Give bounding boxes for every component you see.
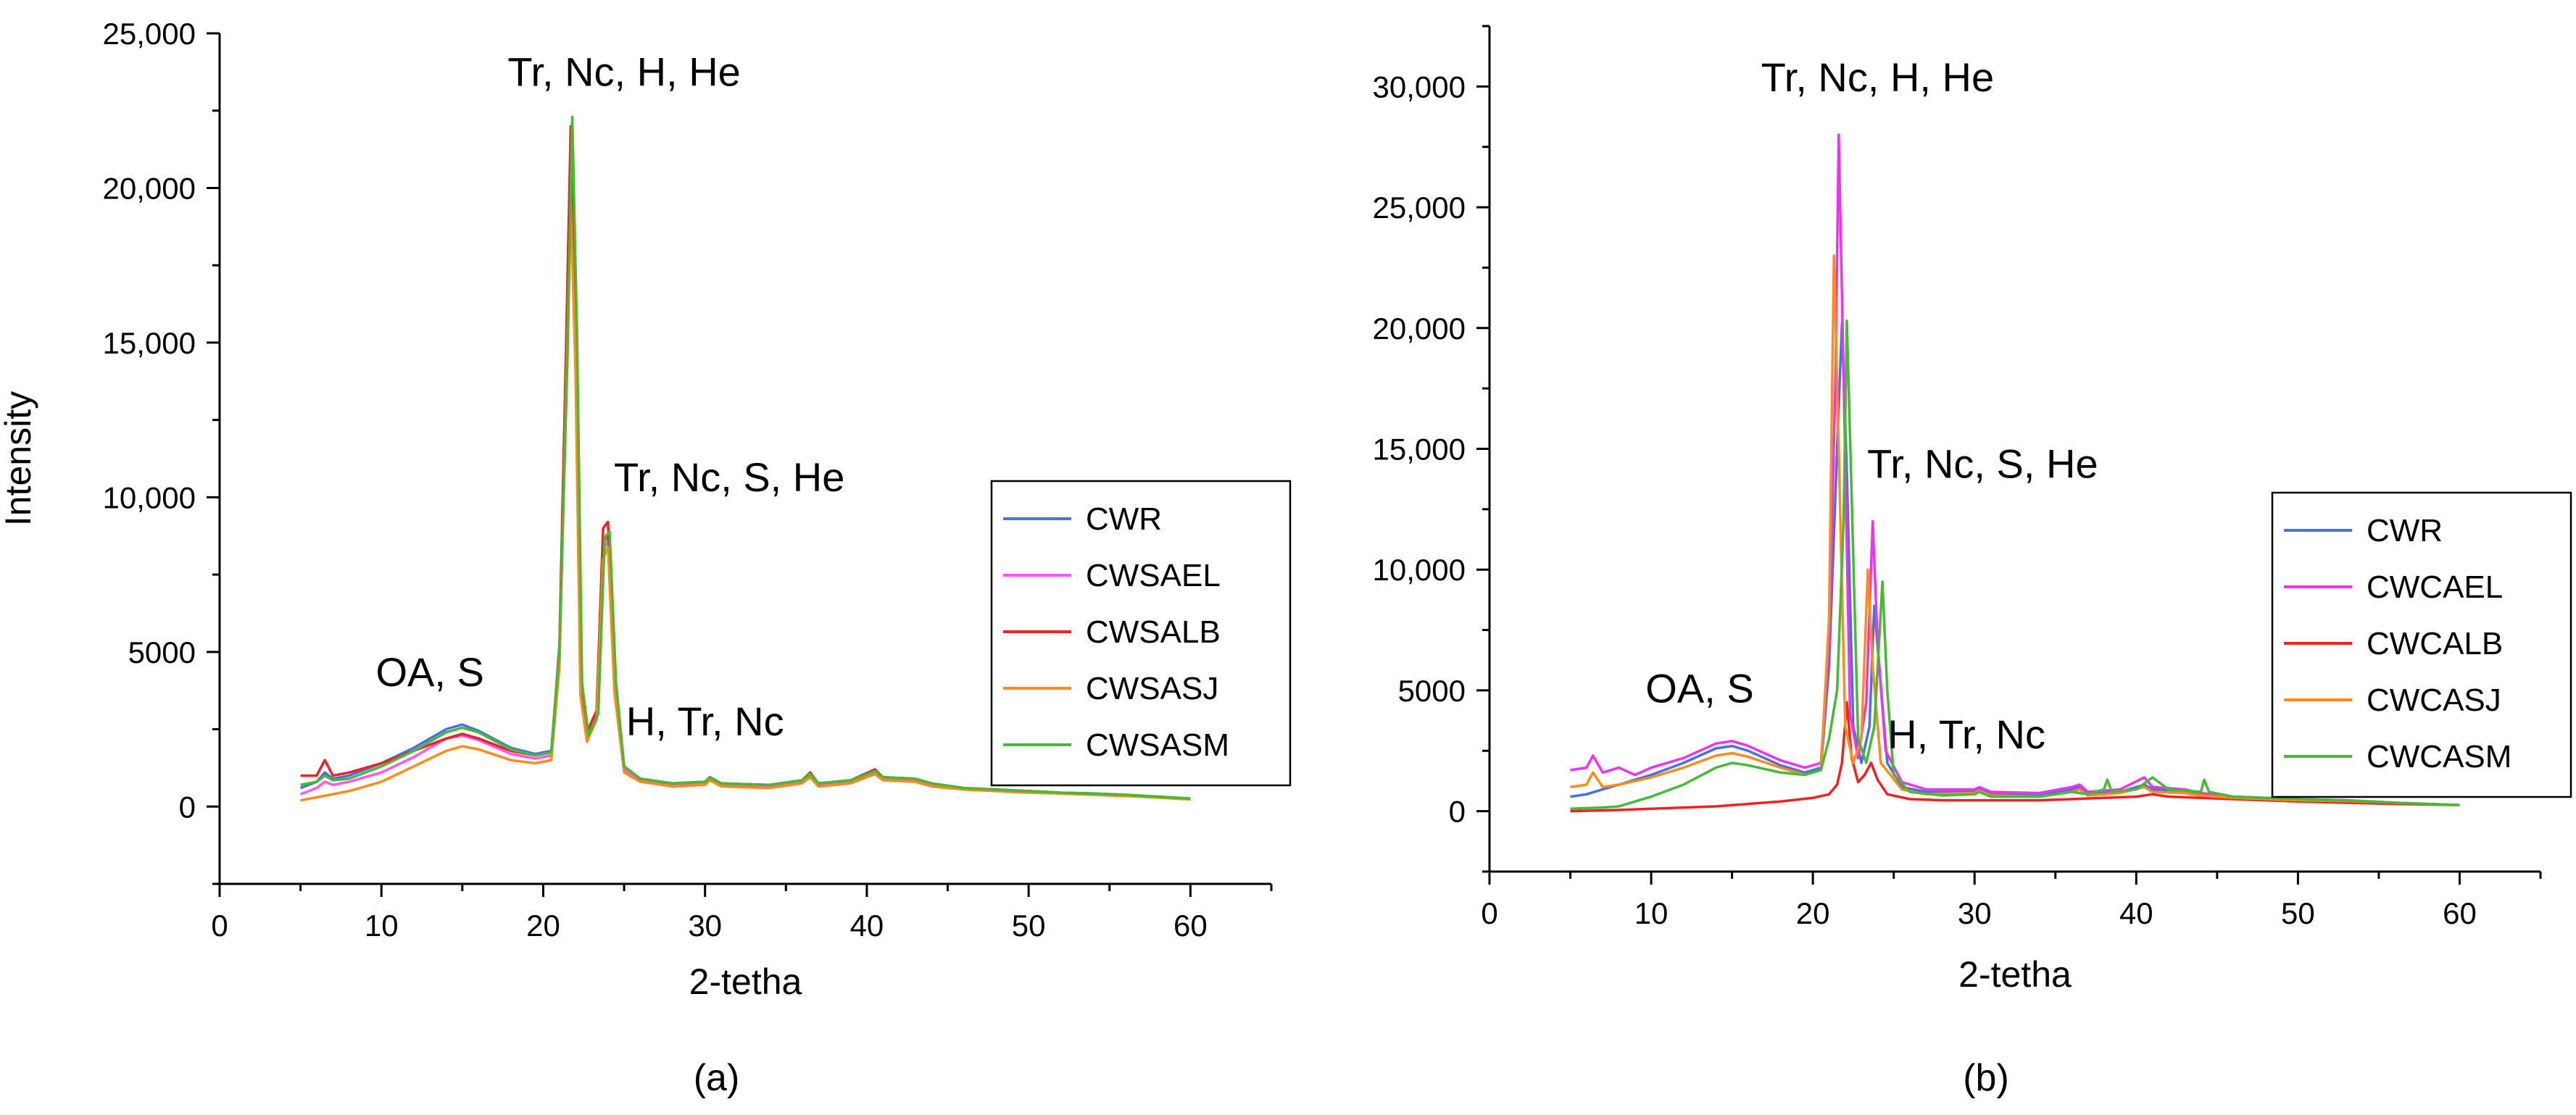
x-tick-label: 30: [1958, 896, 1992, 930]
x-tick-label: 60: [2443, 896, 2477, 930]
y-tick-label: 0: [179, 790, 196, 824]
peak-annotation: H, Tr, Nc: [626, 698, 784, 744]
legend-label: CWCASM: [2367, 739, 2511, 774]
series-line-cwcasj: [1570, 254, 2460, 807]
legend-label: CWCALB: [2367, 626, 2503, 661]
legend-label: CWCAEL: [2367, 569, 2503, 605]
y-tick-label: 20,000: [103, 171, 196, 205]
legend: CWR CWSAEL CWSALB CWSASJ CWSASM: [990, 480, 1292, 787]
y-tick-label: 5000: [1398, 674, 1466, 708]
x-tick-label: 0: [211, 909, 228, 943]
chart-panel-b: 0 10 20 30 40 50 60 0 5000 10,000 15,000 20,000 25,0…: [1373, 25, 2572, 1099]
x-tick-label: 50: [1012, 909, 1046, 943]
y-tick-label: 15,000: [103, 326, 196, 360]
peak-annotation: H, Tr, Nc: [1887, 711, 2045, 757]
x-axis-title: 2-tetha: [689, 961, 802, 1002]
x-tick-label: 10: [365, 909, 399, 943]
y-tick-label: 25,000: [1373, 191, 1466, 225]
y-tick-label: 30,000: [1373, 70, 1466, 104]
x-tick-label: 10: [1634, 896, 1669, 930]
legend-label: CWSASJ: [1086, 671, 1218, 706]
chart-panel-a: 0 10 20 30 40 50 60 0 5000 10,000 15,000 20,000 25,0…: [0, 17, 1292, 1099]
y-tick-label: 10,000: [103, 480, 196, 514]
series-line-cwcasm: [1570, 320, 2460, 811]
peak-annotation: Tr, Nc, H, He: [1761, 54, 1995, 100]
legend-label: CWCASJ: [2367, 682, 2501, 718]
series-line-cwsasm: [300, 115, 1191, 800]
x-tick-label: 0: [1481, 896, 1497, 930]
y-axis-title: Intensity: [0, 391, 38, 526]
legend: CWR CWCAEL CWCALB CWCASJ CWCASM: [2271, 491, 2572, 798]
y-tick-label: 20,000: [1373, 312, 1466, 346]
y-tick-label: 5000: [128, 635, 196, 669]
legend-label: CWSAEL: [1086, 558, 1221, 593]
peak-annotation: Tr, Nc, S, He: [614, 454, 844, 500]
y-tick-label: 0: [1449, 795, 1466, 829]
legend-label: CWSASM: [1086, 727, 1229, 763]
series-line-cwcalb: [1570, 701, 2460, 813]
peak-annotation: Tr, Nc, H, He: [507, 49, 741, 95]
y-tick-label: 10,000: [1373, 553, 1466, 587]
legend-label: CWR: [1086, 501, 1162, 537]
peak-annotation: Tr, Nc, S, He: [1867, 441, 2098, 487]
legend-label: CWSALB: [1086, 614, 1221, 650]
x-tick-label: 20: [1796, 896, 1830, 930]
x-tick-label: 40: [2119, 896, 2153, 930]
x-tick-label: 20: [526, 909, 560, 943]
y-tick-label: 25,000: [103, 17, 196, 51]
peak-annotation: OA, S: [1645, 666, 1753, 711]
panel-label: (b): [1963, 1057, 2009, 1099]
legend-label: CWR: [2367, 513, 2443, 548]
peak-annotation: OA, S: [376, 649, 484, 695]
x-tick-label: 30: [688, 909, 722, 943]
y-tick-label: 15,000: [1373, 433, 1466, 467]
panel-label: (a): [694, 1057, 740, 1099]
x-tick-label: 40: [850, 909, 884, 943]
x-axis-title: 2-tetha: [1958, 954, 2072, 995]
x-tick-label: 60: [1173, 909, 1208, 943]
series-line-cwsasj: [300, 202, 1191, 802]
x-tick-label: 50: [2281, 896, 2315, 930]
